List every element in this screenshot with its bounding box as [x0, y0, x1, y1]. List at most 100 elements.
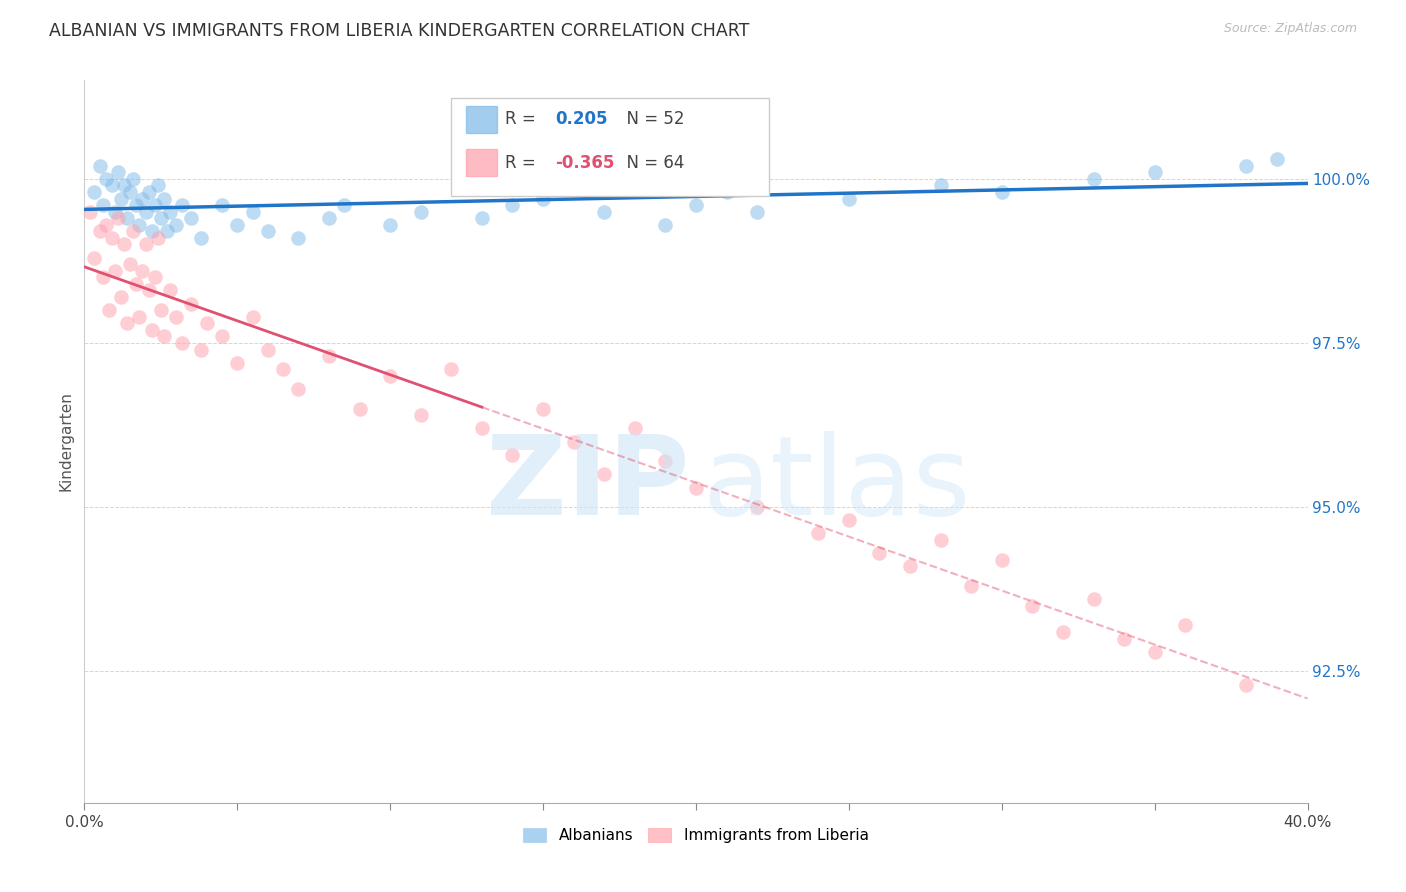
- Point: [172, 336, 194, 351]
- Point: [135, 204, 157, 219]
- Text: 0.205: 0.205: [555, 111, 607, 128]
- Point: [440, 362, 463, 376]
- Point: [125, 277, 148, 291]
- Point: [1236, 677, 1258, 691]
- Point: [531, 192, 554, 206]
- Point: [211, 329, 233, 343]
- Point: [135, 237, 157, 252]
- Point: [287, 382, 309, 396]
- Point: [89, 224, 111, 238]
- Point: [838, 192, 860, 206]
- Point: [685, 198, 707, 212]
- Point: [149, 303, 172, 318]
- Point: [107, 165, 129, 179]
- Bar: [465, 149, 496, 177]
- Point: [211, 198, 233, 212]
- Legend: Albanians, Immigrants from Liberia: Albanians, Immigrants from Liberia: [517, 822, 875, 849]
- Point: [1083, 171, 1105, 186]
- Point: [747, 500, 769, 515]
- Point: [1143, 645, 1166, 659]
- Point: [318, 349, 340, 363]
- Point: [122, 171, 145, 186]
- Point: [94, 171, 117, 186]
- Text: -0.365: -0.365: [555, 153, 614, 171]
- Point: [531, 401, 554, 416]
- Point: [115, 316, 138, 330]
- Point: [1052, 625, 1074, 640]
- Point: [110, 290, 132, 304]
- Point: [172, 198, 194, 212]
- FancyBboxPatch shape: [451, 98, 769, 196]
- Point: [1114, 632, 1136, 646]
- Point: [138, 185, 160, 199]
- Point: [143, 270, 166, 285]
- Point: [562, 434, 585, 449]
- Point: [159, 284, 181, 298]
- Point: [138, 284, 160, 298]
- Point: [79, 204, 101, 219]
- Point: [898, 559, 921, 574]
- Point: [146, 178, 169, 193]
- Point: [929, 178, 952, 193]
- Point: [333, 198, 356, 212]
- Point: [242, 310, 264, 324]
- Point: [716, 185, 738, 199]
- Point: [107, 211, 129, 226]
- Text: ALBANIAN VS IMMIGRANTS FROM LIBERIA KINDERGARTEN CORRELATION CHART: ALBANIAN VS IMMIGRANTS FROM LIBERIA KIND…: [49, 22, 749, 40]
- Text: N = 52: N = 52: [616, 111, 685, 128]
- Point: [838, 513, 860, 527]
- Point: [165, 218, 187, 232]
- Point: [226, 218, 249, 232]
- Point: [122, 224, 145, 238]
- Point: [807, 526, 830, 541]
- Point: [91, 198, 114, 212]
- Bar: [465, 105, 496, 133]
- Point: [104, 204, 127, 219]
- Point: [502, 198, 524, 212]
- Point: [97, 303, 120, 318]
- Point: [226, 356, 249, 370]
- Point: [125, 198, 148, 212]
- Point: [409, 409, 432, 423]
- Point: [83, 185, 105, 199]
- Point: [112, 237, 135, 252]
- Point: [190, 343, 212, 357]
- Point: [502, 448, 524, 462]
- Point: [471, 211, 494, 226]
- Point: [991, 185, 1014, 199]
- Point: [287, 231, 309, 245]
- Point: [156, 224, 179, 238]
- Point: [131, 264, 153, 278]
- Point: [104, 264, 127, 278]
- Point: [242, 204, 264, 219]
- Point: [654, 454, 676, 468]
- Point: [1083, 592, 1105, 607]
- Point: [112, 178, 135, 193]
- Point: [1236, 159, 1258, 173]
- Point: [149, 211, 172, 226]
- Point: [89, 159, 111, 173]
- Y-axis label: Kindergarten: Kindergarten: [58, 392, 73, 491]
- Text: ZIP: ZIP: [486, 432, 690, 539]
- Point: [409, 204, 432, 219]
- Point: [1021, 599, 1043, 613]
- Text: atlas: atlas: [702, 432, 970, 539]
- Point: [94, 218, 117, 232]
- Point: [960, 579, 983, 593]
- Point: [869, 546, 891, 560]
- Point: [110, 192, 132, 206]
- Point: [141, 323, 163, 337]
- Point: [180, 296, 202, 310]
- Point: [159, 204, 181, 219]
- Point: [115, 211, 138, 226]
- Point: [1143, 165, 1166, 179]
- Point: [83, 251, 105, 265]
- Point: [1265, 152, 1288, 166]
- Point: [257, 343, 280, 357]
- Point: [380, 368, 402, 383]
- Point: [257, 224, 280, 238]
- Point: [153, 329, 176, 343]
- Point: [593, 204, 616, 219]
- Point: [146, 231, 169, 245]
- Text: R =: R =: [505, 153, 541, 171]
